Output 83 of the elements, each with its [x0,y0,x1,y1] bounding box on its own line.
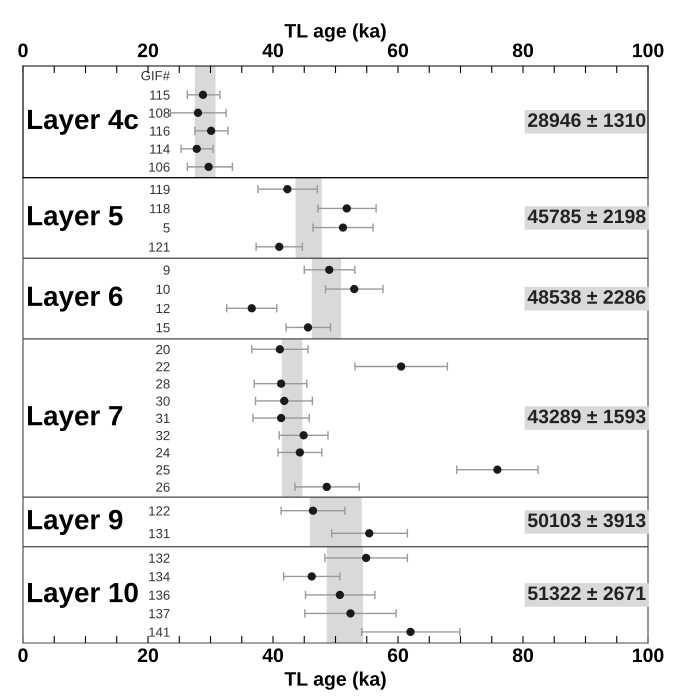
y-tick-label: 24 [156,448,170,458]
x-axis-title: TL age (ka) [284,672,386,690]
y-tick-label: 10 [156,284,170,294]
x2-tick-label: 100 [633,44,664,58]
annotation: 50103 ± 3913 [528,513,646,528]
point [406,628,415,636]
annotation: 45785 ± 2198 [528,209,646,224]
y-tick-label: 22 [156,362,170,372]
x-tick-label: 60 [388,648,408,662]
point [396,362,406,371]
point [283,185,292,194]
x2-axis-title: TL age (ka) [284,23,386,42]
y-axis-title: Layer 4c [28,110,138,135]
y-tick-label: 28 [156,379,170,389]
y-tick-label: 30 [156,396,170,406]
point [336,590,344,600]
point [299,431,308,440]
y-axis-title: Layer 7 [28,406,122,432]
point [338,223,348,232]
y-tick-label: 106 [149,162,170,172]
y-tick-label: 115 [150,90,170,100]
y-tick-label: 134 [149,572,170,582]
y-tick-label: 132 [149,553,170,563]
y-axis-title: Layer 6 [28,286,122,312]
y-tick-label: 12 [156,304,170,314]
point [248,304,256,312]
y-tick-label: 9 [164,265,170,275]
point [276,414,286,422]
y-axis-title: Layer 9 [28,510,122,535]
point [296,448,304,457]
annotation: 51322 ± 2671 [528,586,646,600]
y-tick-label: 15 [156,323,170,332]
y-tick-label: 26 [156,482,170,492]
y-tick-label: 20 [156,344,170,354]
point [276,380,286,388]
y-tick-label: 141 [149,628,170,637]
point [276,345,284,354]
x2-tick-label: 20 [138,44,158,58]
y-tick-label: 118 [150,204,170,214]
point [493,466,502,474]
x-tick-label: 0 [18,648,28,662]
point [194,108,202,117]
y-tick-label: 5 [163,223,170,233]
y-axis-title: Layer 5 [28,206,123,231]
point [275,242,284,251]
annotation: GIF# [141,71,170,80]
y-tick-label: 25 [156,465,170,475]
point [322,482,331,492]
x-tick-label: 20 [138,648,158,662]
point [304,323,312,332]
point [280,396,288,406]
x-tick-label: 40 [262,648,284,662]
annotation: 48538 ± 2286 [528,290,646,304]
point [346,609,355,618]
point [325,266,334,274]
y-tick-label: 136 [149,590,170,600]
y-tick-label: 119 [150,184,170,194]
point [192,144,201,154]
point [198,90,208,99]
point [204,162,213,172]
y-axis-title: Layer 10 [28,582,138,608]
y-tick-label: 121 [149,242,170,252]
x2-tick-label: 40 [262,44,284,58]
annotation: 43289 ± 1593 [528,410,646,424]
y-tick-label: 32 [156,430,170,440]
x2-tick-label: 60 [388,44,408,58]
y-tick-label: 116 [150,126,170,136]
y-tick-label: 108 [149,108,170,118]
y-tick-label: 114 [150,144,170,154]
y-tick-label: 137 [149,608,170,618]
y-tick-label: 131 [149,528,170,538]
x-tick-label: 80 [512,648,534,662]
x2-tick-label: 0 [18,44,28,58]
y-tick-label: 122 [149,506,170,516]
point [206,126,216,136]
y-tick-label: 31 [156,414,170,424]
point [342,204,351,213]
point [362,554,370,562]
annotation: 28946 ± 1310 [528,113,646,128]
x-tick-label: 100 [633,648,664,662]
point [308,572,316,581]
x2-tick-label: 80 [512,44,534,58]
point [350,284,358,294]
